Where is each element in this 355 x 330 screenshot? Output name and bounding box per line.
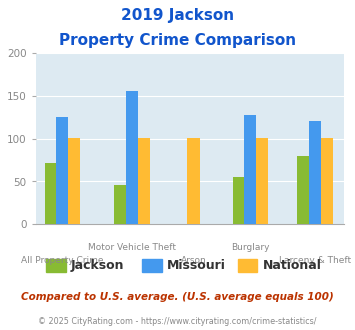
Bar	[45, 163, 56, 224]
Text: Larceny & Theft: Larceny & Theft	[279, 256, 351, 265]
Bar	[56, 117, 68, 224]
Bar	[114, 185, 126, 224]
Bar	[309, 121, 321, 224]
Text: Arson: Arson	[181, 256, 207, 265]
Text: All Property Crime: All Property Crime	[21, 256, 104, 265]
Bar	[138, 138, 150, 224]
Text: Jackson: Jackson	[71, 259, 125, 272]
Text: Motor Vehicle Theft: Motor Vehicle Theft	[88, 243, 176, 251]
Bar	[245, 115, 256, 224]
Bar	[187, 138, 201, 224]
Bar	[256, 138, 268, 224]
Bar	[233, 177, 245, 224]
Text: © 2025 CityRating.com - https://www.cityrating.com/crime-statistics/: © 2025 CityRating.com - https://www.city…	[38, 317, 317, 326]
Text: Compared to U.S. average. (U.S. average equals 100): Compared to U.S. average. (U.S. average …	[21, 292, 334, 302]
Text: 2019 Jackson: 2019 Jackson	[121, 8, 234, 23]
Text: National: National	[263, 259, 322, 272]
Text: Burglary: Burglary	[231, 243, 269, 251]
Text: Property Crime Comparison: Property Crime Comparison	[59, 33, 296, 48]
Bar	[321, 138, 333, 224]
Text: Missouri: Missouri	[167, 259, 226, 272]
Bar	[126, 90, 138, 224]
Bar	[297, 156, 309, 224]
Bar	[68, 138, 80, 224]
